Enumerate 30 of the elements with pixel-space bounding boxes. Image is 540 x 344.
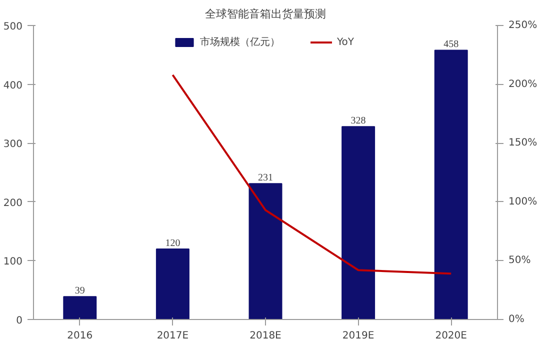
y2-tick-label: 50% [508, 255, 531, 266]
data-label: 328 [350, 116, 366, 127]
bar [342, 126, 376, 320]
bar [63, 296, 97, 320]
x-tick-label: 2020E [435, 330, 467, 342]
y-tick-label: 400 [3, 80, 23, 92]
x-tick-label: 2017E [156, 330, 189, 342]
y2-tick-label: 0% [508, 314, 524, 325]
x-tick-label: 2018E [250, 330, 282, 342]
y2-tick-label: 150% [508, 138, 538, 149]
data-label: 458 [444, 39, 459, 50]
y-tick-label: 100 [3, 256, 23, 268]
legend-label: YoY [337, 36, 356, 48]
y-tick-label: 300 [3, 139, 23, 150]
data-label: 231 [258, 172, 273, 184]
y2-tick-label: 100% [508, 196, 538, 208]
x-tick-label: 2019E [342, 330, 374, 342]
y2-tick-label: 200% [508, 78, 538, 90]
chart-title: 全球智能音箱出货量预测 [205, 8, 326, 20]
y2-tick-label: 250% [508, 20, 538, 31]
y-tick-label: 0 [16, 316, 23, 326]
bar [248, 183, 282, 320]
x-tick-label: 2016 [67, 330, 93, 342]
legend-label: 市场规模（亿元） [200, 36, 280, 49]
y-tick-label: 500 [3, 22, 23, 32]
y-tick-label: 200 [3, 198, 23, 209]
bar [434, 50, 468, 320]
data-label: 39 [74, 286, 85, 297]
data-label: 120 [165, 238, 180, 249]
bar [156, 248, 190, 320]
